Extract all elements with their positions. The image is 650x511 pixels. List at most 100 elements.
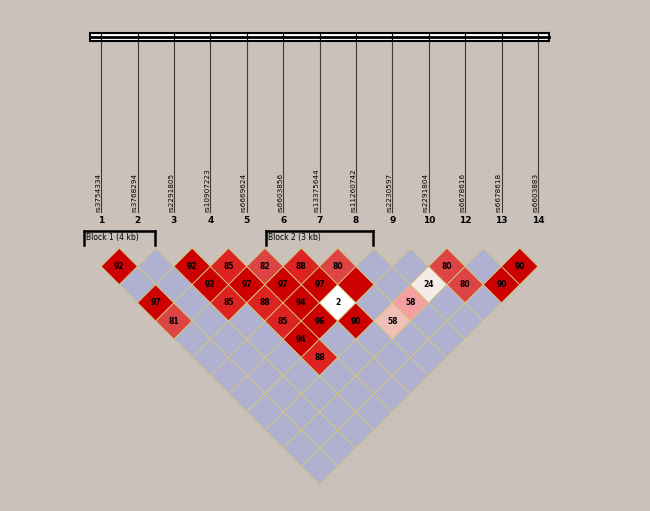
Polygon shape (356, 248, 393, 285)
Polygon shape (211, 321, 247, 357)
Polygon shape (211, 285, 247, 321)
Polygon shape (484, 266, 520, 303)
Text: 97: 97 (278, 280, 289, 289)
Text: 80: 80 (441, 262, 452, 271)
Polygon shape (247, 394, 283, 430)
Polygon shape (302, 303, 338, 339)
Polygon shape (138, 285, 174, 321)
Polygon shape (338, 376, 374, 412)
Polygon shape (265, 376, 302, 412)
Polygon shape (192, 339, 229, 376)
Text: rs2230597: rs2230597 (386, 173, 393, 212)
Text: 90: 90 (515, 262, 525, 271)
Text: 85: 85 (278, 316, 289, 326)
Polygon shape (265, 303, 302, 339)
Polygon shape (265, 412, 302, 449)
Polygon shape (302, 339, 338, 376)
Text: 96: 96 (315, 316, 325, 326)
Polygon shape (320, 321, 356, 357)
Text: rs10907223: rs10907223 (204, 168, 211, 212)
Polygon shape (229, 266, 265, 303)
Polygon shape (393, 285, 429, 321)
Polygon shape (302, 266, 338, 303)
Text: rs2291804: rs2291804 (422, 173, 429, 212)
Polygon shape (283, 248, 320, 285)
Text: 2: 2 (335, 298, 341, 307)
Text: 4: 4 (207, 217, 214, 225)
Polygon shape (101, 248, 138, 285)
Text: 6: 6 (280, 217, 286, 225)
Text: 82: 82 (259, 262, 270, 271)
Text: rs6678616: rs6678616 (459, 173, 465, 212)
Polygon shape (447, 266, 484, 303)
Polygon shape (120, 266, 156, 303)
Text: 97: 97 (241, 280, 252, 289)
Text: 12: 12 (459, 217, 471, 225)
Text: 9: 9 (389, 217, 396, 225)
Text: Block 1 (4 kb): Block 1 (4 kb) (86, 233, 138, 242)
Text: 88: 88 (259, 298, 270, 307)
Text: 90: 90 (497, 280, 507, 289)
Polygon shape (174, 248, 211, 285)
Polygon shape (229, 376, 265, 412)
Polygon shape (265, 266, 302, 303)
Polygon shape (320, 285, 356, 321)
Polygon shape (356, 321, 393, 357)
Text: 92: 92 (205, 280, 216, 289)
Text: rs11260742: rs11260742 (350, 168, 356, 212)
Text: 85: 85 (224, 262, 234, 271)
Polygon shape (374, 376, 411, 412)
Polygon shape (502, 248, 538, 285)
Polygon shape (338, 266, 374, 303)
Polygon shape (247, 285, 283, 321)
Text: 10: 10 (422, 217, 435, 225)
FancyBboxPatch shape (90, 33, 549, 41)
Text: 3: 3 (171, 217, 177, 225)
Text: 8: 8 (353, 217, 359, 225)
Polygon shape (356, 357, 393, 394)
Polygon shape (156, 303, 192, 339)
Polygon shape (247, 321, 283, 357)
Text: rs13375644: rs13375644 (313, 168, 320, 212)
Text: 88: 88 (296, 262, 307, 271)
Polygon shape (374, 303, 411, 339)
Polygon shape (265, 339, 302, 376)
Polygon shape (192, 266, 229, 303)
Polygon shape (320, 430, 356, 467)
Text: rs3754334: rs3754334 (95, 173, 101, 212)
Text: rs3768294: rs3768294 (131, 173, 138, 212)
Text: 2: 2 (135, 217, 140, 225)
Text: 94: 94 (296, 298, 307, 307)
Text: 90: 90 (351, 316, 361, 326)
Polygon shape (302, 412, 338, 449)
Text: 7: 7 (317, 217, 323, 225)
Polygon shape (356, 394, 393, 430)
Polygon shape (174, 285, 211, 321)
Polygon shape (302, 449, 338, 485)
Polygon shape (174, 321, 211, 357)
Polygon shape (393, 357, 429, 394)
Text: 88: 88 (314, 353, 325, 362)
Polygon shape (338, 412, 374, 449)
Polygon shape (192, 303, 229, 339)
Text: 5: 5 (244, 217, 250, 225)
Text: 24: 24 (424, 280, 434, 289)
Polygon shape (302, 376, 338, 412)
Text: 81: 81 (168, 316, 179, 326)
Text: 92: 92 (114, 262, 125, 271)
Text: 97: 97 (150, 298, 161, 307)
Polygon shape (393, 321, 429, 357)
Polygon shape (138, 248, 174, 285)
Text: rs6669624: rs6669624 (240, 173, 247, 212)
Polygon shape (229, 339, 265, 376)
Text: 58: 58 (406, 298, 416, 307)
Polygon shape (283, 394, 320, 430)
Polygon shape (247, 248, 283, 285)
Polygon shape (411, 303, 447, 339)
Polygon shape (429, 248, 465, 285)
Polygon shape (283, 321, 320, 357)
Polygon shape (411, 339, 447, 376)
Text: 85: 85 (224, 298, 234, 307)
Text: 80: 80 (460, 280, 471, 289)
Text: rs6603883: rs6603883 (532, 173, 538, 212)
